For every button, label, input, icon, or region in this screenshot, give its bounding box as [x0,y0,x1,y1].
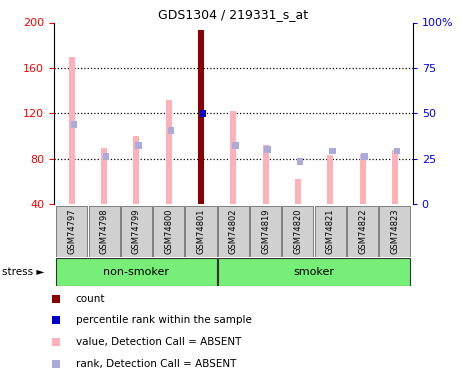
Bar [135,142,142,148]
Text: GSM74797: GSM74797 [67,209,76,254]
Bar [295,179,301,204]
Bar [121,206,152,257]
Bar [70,122,77,128]
Bar [69,57,75,204]
Bar [103,153,109,160]
Text: count: count [76,294,106,303]
Text: GSM74799: GSM74799 [132,209,141,254]
Text: GSM74820: GSM74820 [294,209,303,254]
Bar [218,206,249,257]
Bar [218,258,410,286]
Bar [250,206,281,257]
Bar [329,147,335,154]
Bar [198,30,204,204]
Bar [297,158,303,165]
Bar [265,146,271,153]
Bar [89,206,120,257]
Text: smoker: smoker [294,267,335,277]
Bar [282,206,313,257]
Bar [230,111,236,204]
Bar [56,258,217,286]
Bar [327,156,333,204]
Bar [394,147,400,154]
Title: GDS1304 / 219331_s_at: GDS1304 / 219331_s_at [158,8,309,21]
Bar [360,154,365,204]
Bar [263,145,269,204]
Text: non-smoker: non-smoker [103,267,169,277]
Text: GSM74801: GSM74801 [197,209,205,254]
Bar [392,150,398,204]
Text: GSM74798: GSM74798 [99,209,108,254]
Bar [101,147,107,204]
Bar [379,206,410,257]
Text: GSM74821: GSM74821 [326,209,335,254]
Text: GSM74823: GSM74823 [390,209,400,254]
Text: GSM74822: GSM74822 [358,209,367,254]
Bar [315,206,346,257]
Text: percentile rank within the sample: percentile rank within the sample [76,315,252,326]
Text: GSM74802: GSM74802 [229,209,238,254]
Text: stress ►: stress ► [2,267,45,277]
Bar [153,206,184,257]
Bar [232,142,239,148]
Text: GSM74800: GSM74800 [164,209,173,254]
Bar [200,110,206,117]
Bar [134,136,139,204]
Bar [166,100,172,204]
Text: rank, Detection Call = ABSENT: rank, Detection Call = ABSENT [76,359,236,369]
Bar [362,153,368,160]
Bar [167,127,174,134]
Text: GSM74819: GSM74819 [261,209,270,254]
Bar [347,206,378,257]
Text: value, Detection Call = ABSENT: value, Detection Call = ABSENT [76,337,241,347]
Bar [56,206,87,257]
Bar [185,206,217,257]
